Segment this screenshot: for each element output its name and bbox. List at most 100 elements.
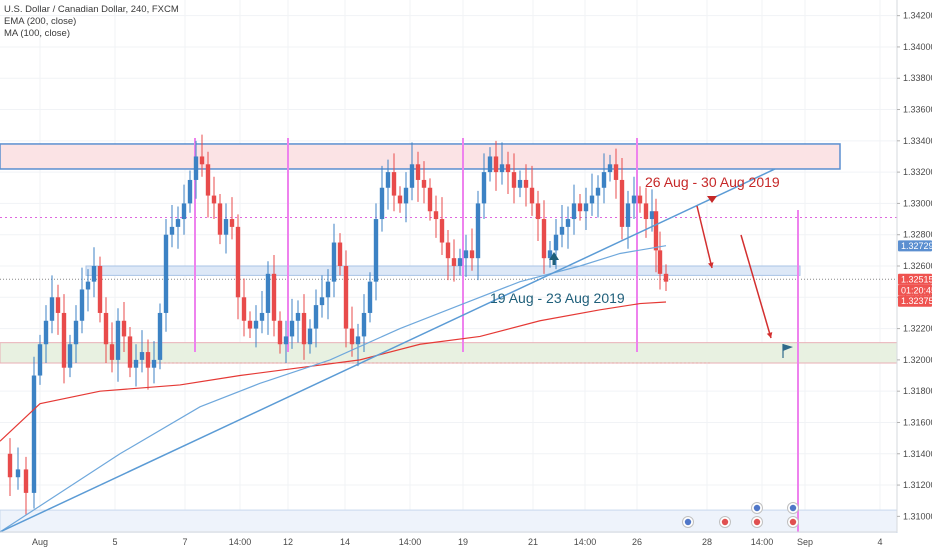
candle-body[interactable] xyxy=(517,179,523,188)
candle-body[interactable] xyxy=(157,312,163,360)
candle-body[interactable] xyxy=(601,172,607,188)
candle-body[interactable] xyxy=(85,281,91,290)
candle-body[interactable] xyxy=(433,211,439,220)
candle-body[interactable] xyxy=(103,312,109,345)
price-badge[interactable] xyxy=(898,284,932,296)
candle-body[interactable] xyxy=(373,219,379,282)
ma-100-line[interactable] xyxy=(0,245,667,533)
price-badge[interactable] xyxy=(898,273,932,285)
candle-body[interactable] xyxy=(657,250,663,274)
forecast-arrow-2[interactable] xyxy=(740,234,772,339)
candle-body[interactable] xyxy=(31,375,37,493)
candle-body[interactable] xyxy=(595,187,601,196)
candle-body[interactable] xyxy=(37,344,43,376)
candle-body[interactable] xyxy=(391,172,397,196)
candle-body[interactable] xyxy=(451,258,457,266)
candle-body[interactable] xyxy=(283,336,289,345)
candle-body[interactable] xyxy=(565,219,571,227)
candle-body[interactable] xyxy=(553,234,559,251)
candle-body[interactable] xyxy=(403,187,409,204)
trendline[interactable] xyxy=(0,168,776,533)
candle-body[interactable] xyxy=(55,297,61,313)
price-badge[interactable] xyxy=(898,295,932,307)
candle-body[interactable] xyxy=(649,211,655,220)
candle-body[interactable] xyxy=(133,359,139,368)
candle-body[interactable] xyxy=(265,273,271,313)
candle-body[interactable] xyxy=(169,226,175,235)
candle-body[interactable] xyxy=(663,273,669,282)
candle-body[interactable] xyxy=(217,203,223,235)
candle-body[interactable] xyxy=(379,187,385,220)
candle-body[interactable] xyxy=(643,203,649,220)
candle-body[interactable] xyxy=(73,320,79,345)
candle-body[interactable] xyxy=(91,266,97,282)
candle-body[interactable] xyxy=(445,242,451,259)
candle-body[interactable] xyxy=(439,219,445,243)
candle-body[interactable] xyxy=(121,320,127,337)
candle-body[interactable] xyxy=(535,203,541,220)
candle-body[interactable] xyxy=(421,179,427,188)
target-flag-icon[interactable] xyxy=(783,344,793,351)
candle-body[interactable] xyxy=(493,156,499,173)
candle-body[interactable] xyxy=(23,469,29,493)
candle-body[interactable] xyxy=(469,250,475,259)
candle-body[interactable] xyxy=(241,297,247,321)
candle-body[interactable] xyxy=(625,203,631,227)
candle-body[interactable] xyxy=(79,289,85,321)
candle-body[interactable] xyxy=(547,250,553,259)
candle-body[interactable] xyxy=(115,320,121,360)
mid-zone[interactable] xyxy=(85,265,801,276)
candle-body[interactable] xyxy=(523,179,529,188)
ema-200-line[interactable] xyxy=(0,301,667,442)
candle-body[interactable] xyxy=(181,203,187,220)
candle-body[interactable] xyxy=(499,164,505,173)
candle-body[interactable] xyxy=(571,203,577,220)
candle-body[interactable] xyxy=(271,273,277,321)
candle-body[interactable] xyxy=(247,320,253,329)
candle-body[interactable] xyxy=(385,172,391,188)
candle-body[interactable] xyxy=(427,187,433,212)
candle-body[interactable] xyxy=(289,320,295,337)
candle-body[interactable] xyxy=(653,211,659,251)
forecast-arrow-1[interactable] xyxy=(696,205,713,269)
candle-body[interactable] xyxy=(325,281,331,298)
price-badge[interactable] xyxy=(898,240,932,252)
candle-body[interactable] xyxy=(631,195,637,204)
candle-body[interactable] xyxy=(505,164,511,173)
candle-body[interactable] xyxy=(475,203,481,259)
candle-body[interactable] xyxy=(295,312,301,321)
candle-body[interactable] xyxy=(67,344,73,368)
candle-body[interactable] xyxy=(511,172,517,188)
candle-body[interactable] xyxy=(235,226,241,298)
candle-body[interactable] xyxy=(97,266,103,313)
candle-body[interactable] xyxy=(607,164,613,173)
candle-body[interactable] xyxy=(637,195,643,204)
candle-body[interactable] xyxy=(307,328,313,345)
candle-body[interactable] xyxy=(349,328,355,345)
candle-body[interactable] xyxy=(163,234,169,313)
candle-body[interactable] xyxy=(43,320,49,345)
candle-body[interactable] xyxy=(109,344,115,360)
candle-body[interactable] xyxy=(463,250,469,259)
candle-body[interactable] xyxy=(49,297,55,321)
candle-body[interactable] xyxy=(205,164,211,196)
candle-body[interactable] xyxy=(199,156,205,165)
candle-body[interactable] xyxy=(481,172,487,204)
candle-body[interactable] xyxy=(193,156,199,180)
candle-body[interactable] xyxy=(223,219,229,235)
candle-body[interactable] xyxy=(127,336,133,368)
ema-legend[interactable]: EMA (200, close) xyxy=(4,16,77,27)
candle-body[interactable] xyxy=(457,258,463,266)
candle-body[interactable] xyxy=(415,164,421,180)
week-label-aug19[interactable]: 19 Aug - 23 Aug 2019 xyxy=(490,290,625,306)
candle-body[interactable] xyxy=(409,164,415,188)
candle-body[interactable] xyxy=(319,297,325,306)
candle-body[interactable] xyxy=(301,312,307,345)
candle-body[interactable] xyxy=(337,242,343,266)
candle-body[interactable] xyxy=(367,281,373,313)
candle-body[interactable] xyxy=(229,219,235,227)
candle-body[interactable] xyxy=(529,187,535,204)
candle-body[interactable] xyxy=(577,203,583,212)
candle-body[interactable] xyxy=(7,453,13,478)
candle-body[interactable] xyxy=(589,195,595,204)
